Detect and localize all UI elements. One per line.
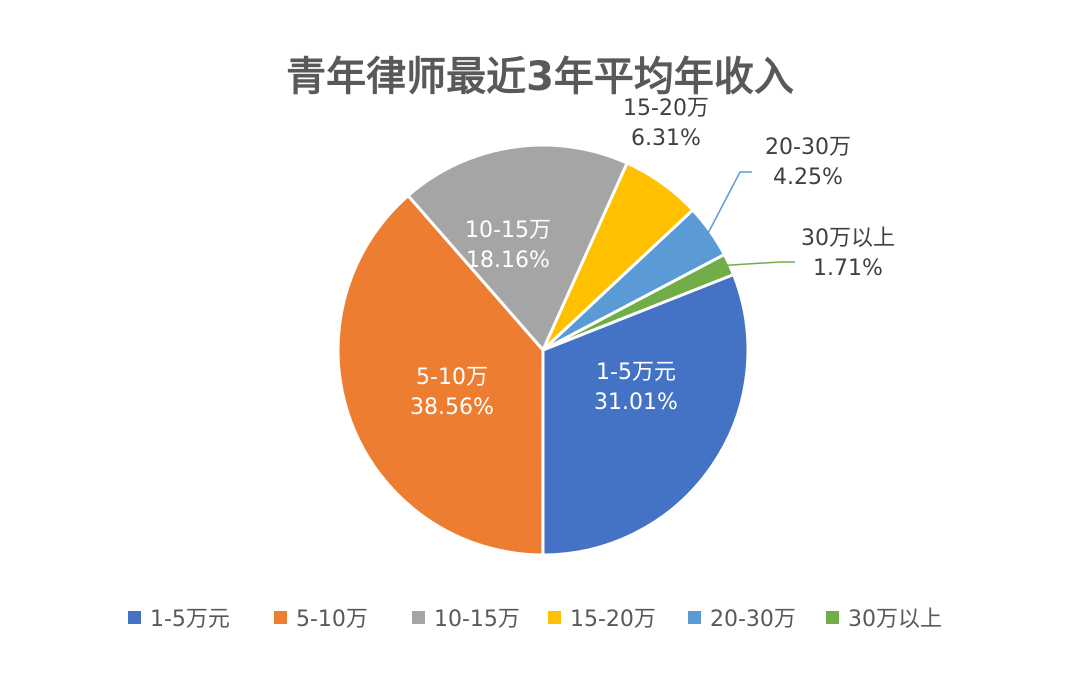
pie-slices xyxy=(336,143,750,557)
pie-slice-2 xyxy=(336,194,545,557)
leader-line-6 xyxy=(727,261,795,266)
slice-label-category-2: 5-10万 xyxy=(416,365,488,390)
legend-swatch-5 xyxy=(688,611,701,624)
slice-label-category-3: 10-15万 xyxy=(465,218,551,243)
legend-label-3: 10-15万 xyxy=(434,607,520,632)
legend-label-6: 30万以上 xyxy=(848,607,942,632)
slice-label-category-6: 30万以上 xyxy=(801,226,895,251)
pie-slice-3 xyxy=(406,143,629,352)
legend-swatch-6 xyxy=(826,611,839,624)
legend-label-2: 5-10万 xyxy=(296,607,368,632)
slice-label-category-4: 15-20万 xyxy=(623,96,709,121)
slice-label-category-1: 1-5万元 xyxy=(596,360,676,385)
slice-label-value-4: 6.31% xyxy=(631,126,701,151)
slice-labels: 1-5万元 31.01% 5-10万 38.56% 10-15万 18.16% 15-20万… xyxy=(410,96,895,420)
legend-swatch-1 xyxy=(128,611,141,624)
slice-label-value-2: 38.56% xyxy=(410,395,494,420)
legend-label-4: 15-20万 xyxy=(570,607,656,632)
slice-label-value-3: 18.16% xyxy=(466,248,550,273)
legend-swatch-2 xyxy=(274,611,287,624)
legend-label-5: 20-30万 xyxy=(710,607,796,632)
leader-line-5 xyxy=(707,171,752,233)
slice-label-category-5: 20-30万 xyxy=(765,135,851,160)
legend-swatch-3 xyxy=(412,611,425,624)
slice-label-value-6: 1.71% xyxy=(813,256,883,281)
legend-label-1: 1-5万元 xyxy=(150,607,230,632)
legend-swatch-4 xyxy=(548,611,561,624)
chart-title: 青年律师最近3年平均年收入 xyxy=(286,54,794,100)
slice-label-value-5: 4.25% xyxy=(773,165,843,190)
slice-label-value-1: 31.01% xyxy=(594,390,678,415)
pie-slice-1 xyxy=(541,273,750,557)
legend: 1-5万元 5-10万 10-15万 15-20万 20-30万 30万以上 xyxy=(128,607,942,632)
leader-lines xyxy=(707,171,795,266)
